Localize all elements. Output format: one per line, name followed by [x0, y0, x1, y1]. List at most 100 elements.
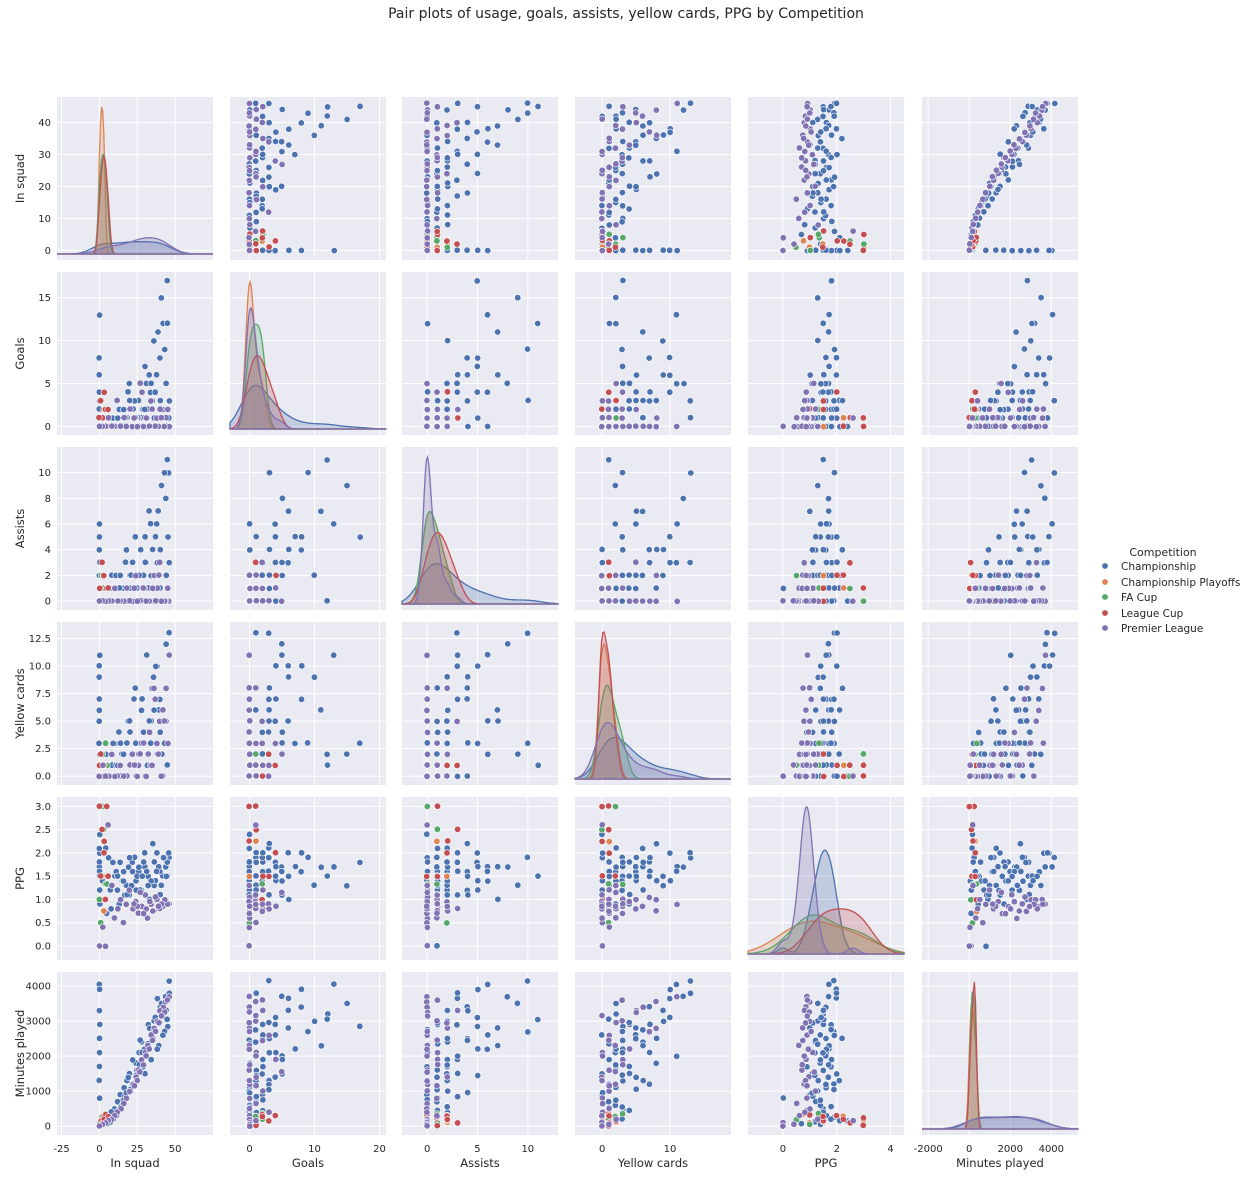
- point-championship: [524, 739, 532, 747]
- point-premier-league: [443, 132, 451, 140]
- point-premier-league: [96, 942, 104, 950]
- point-championship: [659, 1006, 667, 1014]
- point-league-cup: [443, 388, 451, 396]
- x-tick-label: 10: [521, 1144, 534, 1155]
- point-premier-league: [157, 772, 165, 780]
- point-premier-league: [246, 141, 254, 149]
- point-championship: [625, 571, 633, 579]
- point-premier-league: [259, 761, 267, 769]
- y-tick-label: 10.0: [29, 662, 51, 673]
- point-premier-league: [265, 1108, 273, 1116]
- point-premier-league: [1038, 684, 1046, 692]
- point-premier-league: [258, 907, 266, 915]
- point-championship: [246, 830, 254, 838]
- point-championship: [1017, 684, 1025, 692]
- point-premier-league: [99, 761, 107, 769]
- point-league-cup: [454, 1119, 462, 1127]
- point-championship: [825, 1061, 833, 1069]
- point-premier-league: [795, 1041, 803, 1049]
- point-premier-league: [114, 905, 122, 913]
- point-championship: [304, 1028, 312, 1036]
- point-championship: [1050, 397, 1058, 405]
- point-premier-league: [611, 902, 619, 910]
- point-championship: [646, 119, 654, 127]
- point-premier-league: [811, 1087, 819, 1095]
- point-league-cup: [443, 761, 451, 769]
- point-premier-league: [619, 103, 627, 111]
- point-premier-league: [144, 750, 152, 758]
- point-premier-league: [423, 772, 431, 780]
- point-premier-league: [433, 125, 441, 133]
- point-championship: [832, 371, 840, 379]
- point-championship: [618, 1027, 626, 1035]
- point-championship: [618, 533, 626, 541]
- point-championship: [343, 115, 351, 123]
- point-championship: [666, 1013, 674, 1021]
- point-premier-league: [638, 112, 646, 120]
- point-championship: [1020, 468, 1028, 476]
- point-premier-league: [245, 109, 253, 117]
- point-premier-league: [598, 1077, 606, 1085]
- point-championship: [245, 858, 253, 866]
- y-tick-label: 4: [45, 545, 51, 556]
- point-championship: [433, 844, 441, 852]
- point-premier-league: [433, 414, 441, 422]
- point-championship: [618, 189, 626, 197]
- panel-yellow-cards-vs-yellow-cards: [574, 622, 731, 785]
- point-championship: [1009, 695, 1017, 703]
- point-championship: [494, 371, 502, 379]
- point-championship: [639, 247, 647, 255]
- point-premier-league: [965, 422, 973, 430]
- point-championship: [814, 294, 822, 302]
- point-championship: [822, 558, 830, 566]
- point-championship: [252, 706, 260, 714]
- point-championship: [666, 128, 674, 136]
- point-championship: [141, 405, 149, 413]
- point-premier-league: [423, 684, 431, 692]
- point-championship: [619, 202, 627, 210]
- point-league-cup: [967, 559, 975, 567]
- point-premier-league: [433, 909, 441, 917]
- point-championship: [444, 179, 452, 187]
- point-championship: [639, 1077, 647, 1085]
- point-championship: [534, 872, 542, 880]
- point-championship: [646, 854, 654, 862]
- point-championship: [96, 985, 104, 993]
- point-league-cup: [271, 849, 279, 857]
- point-league-cup: [453, 240, 461, 248]
- x-tick-label: 4000: [1039, 1144, 1064, 1155]
- point-championship: [494, 1024, 502, 1032]
- point-league-cup: [611, 243, 619, 251]
- point-championship: [156, 397, 164, 405]
- point-championship: [830, 717, 838, 725]
- y-tick-label: 0: [45, 422, 51, 433]
- point-championship: [817, 380, 825, 388]
- point-league-cup: [453, 761, 461, 769]
- point-fa-cup: [258, 880, 266, 888]
- point-premier-league: [988, 761, 996, 769]
- point-championship: [830, 345, 838, 353]
- point-premier-league: [792, 195, 800, 203]
- point-championship: [463, 118, 471, 126]
- point-premier-league: [245, 1077, 253, 1085]
- point-championship: [484, 247, 492, 255]
- point-premier-league: [598, 891, 606, 899]
- point-championship: [666, 246, 674, 254]
- point-premier-league: [974, 905, 982, 913]
- point-premier-league: [423, 1068, 431, 1076]
- point-championship: [1048, 520, 1056, 528]
- point-championship: [494, 717, 502, 725]
- point-league-cup: [819, 584, 827, 592]
- point-championship: [252, 218, 260, 226]
- point-championship: [95, 844, 103, 852]
- point-premier-league: [434, 772, 442, 780]
- point-premier-league: [632, 558, 640, 566]
- point-championship: [463, 772, 471, 780]
- point-premier-league: [1039, 584, 1047, 592]
- point-league-cup: [443, 849, 451, 857]
- point-premier-league: [423, 115, 431, 123]
- point-league-cup: [598, 803, 606, 811]
- point-premier-league: [149, 907, 157, 915]
- point-championship: [504, 106, 512, 114]
